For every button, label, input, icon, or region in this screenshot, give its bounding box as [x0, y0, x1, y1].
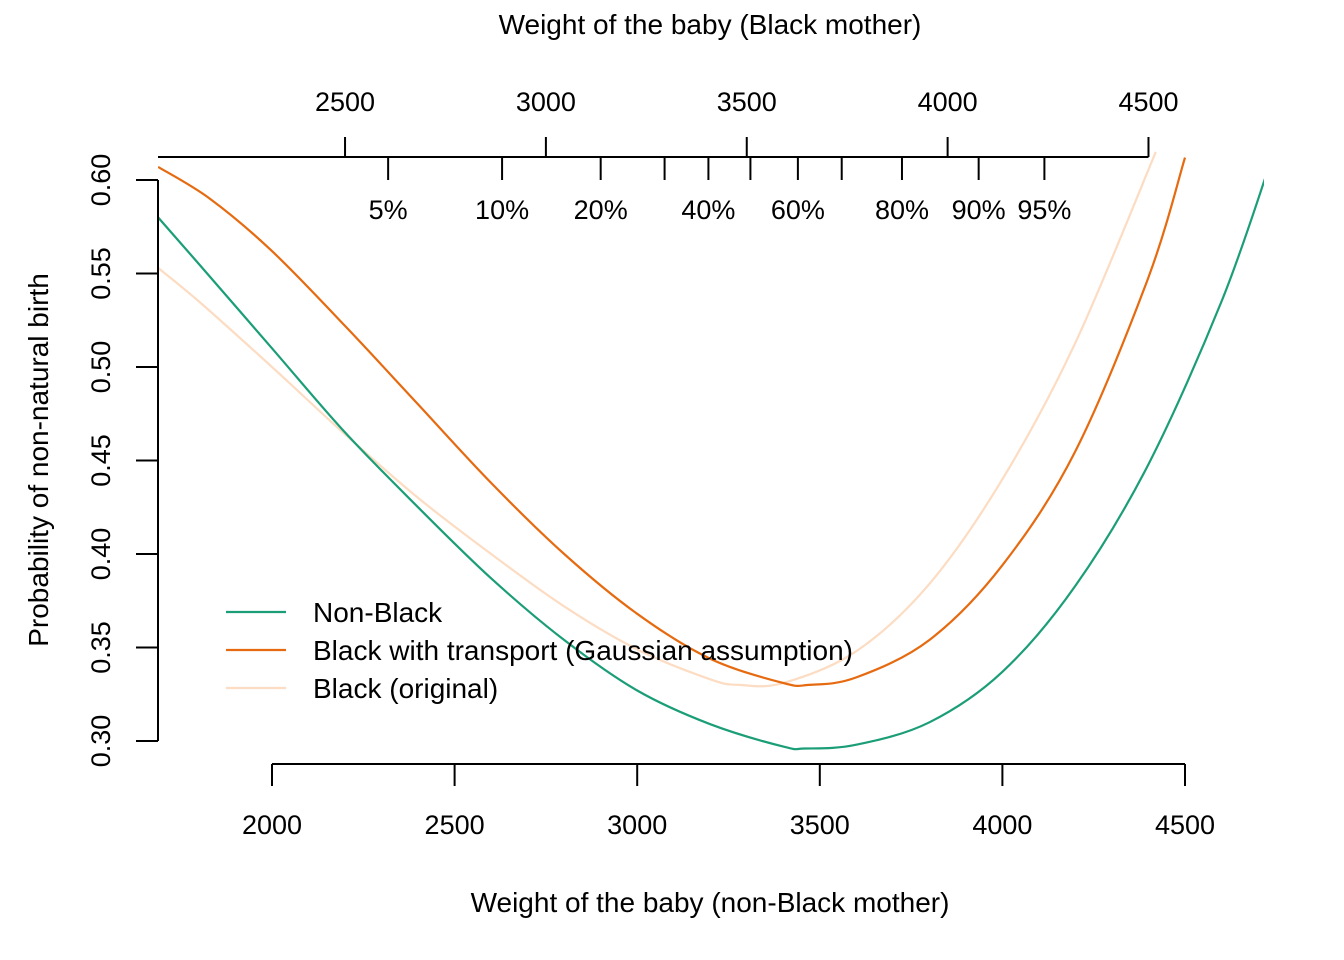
percentile-tick-label-0: 5% — [369, 195, 408, 225]
left-tick-label-2: 0.40 — [86, 528, 116, 581]
left-tick-label-0: 0.30 — [86, 715, 116, 768]
percentile-tick-label-9: 90% — [952, 195, 1006, 225]
top-axis-title: Weight of the baby (Black mother) — [499, 9, 922, 40]
bottom-tick-label-0: 2000 — [242, 810, 302, 840]
left-axis-title: Probability of non-natural birth — [23, 273, 54, 647]
left-tick-label-5: 0.55 — [86, 247, 116, 300]
top-tick-label-4: 4500 — [1118, 87, 1178, 117]
top-tick-label-0: 2500 — [315, 87, 375, 117]
top-tick-label-2: 3500 — [717, 87, 777, 117]
percentile-tick-label-10: 95% — [1017, 195, 1071, 225]
percentile-tick-label-1: 10% — [475, 195, 529, 225]
bottom-axis-title: Weight of the baby (non-Black mother) — [471, 887, 950, 918]
left-tick-label-3: 0.45 — [86, 434, 116, 487]
left-tick-label-4: 0.50 — [86, 341, 116, 394]
series-line-0 — [158, 178, 1264, 751]
bottom-tick-label-3: 3500 — [790, 810, 850, 840]
series-line-2 — [158, 151, 1157, 688]
bottom-tick-label-1: 2500 — [425, 810, 485, 840]
legend: Non-Black Black with transport (Gaussian… — [226, 597, 853, 704]
legend-label-black-transport: Black with transport (Gaussian assumptio… — [313, 635, 853, 666]
legend-label-non-black: Non-Black — [313, 597, 443, 628]
top-tick-label-3: 4000 — [918, 87, 978, 117]
axes: 2000 2500 3000 3500 4000 4500 0.30 0.35 0.40 0.45… — [86, 87, 1215, 840]
plot-curves — [158, 151, 1264, 751]
percentile-tick-label-4: 40% — [681, 195, 735, 225]
percentile-tick-label-8: 80% — [875, 195, 929, 225]
left-tick-label-6: 0.60 — [86, 154, 116, 207]
bottom-tick-label-5: 4500 — [1155, 810, 1215, 840]
top-tick-label-1: 3000 — [516, 87, 576, 117]
bottom-tick-label-2: 3000 — [607, 810, 667, 840]
series-line-1 — [158, 157, 1187, 688]
left-tick-label-1: 0.35 — [86, 621, 116, 674]
legend-label-black-original: Black (original) — [313, 673, 498, 704]
bottom-tick-label-4: 4000 — [972, 810, 1032, 840]
percentile-tick-label-2: 20% — [574, 195, 628, 225]
percentile-tick-label-6: 60% — [771, 195, 825, 225]
